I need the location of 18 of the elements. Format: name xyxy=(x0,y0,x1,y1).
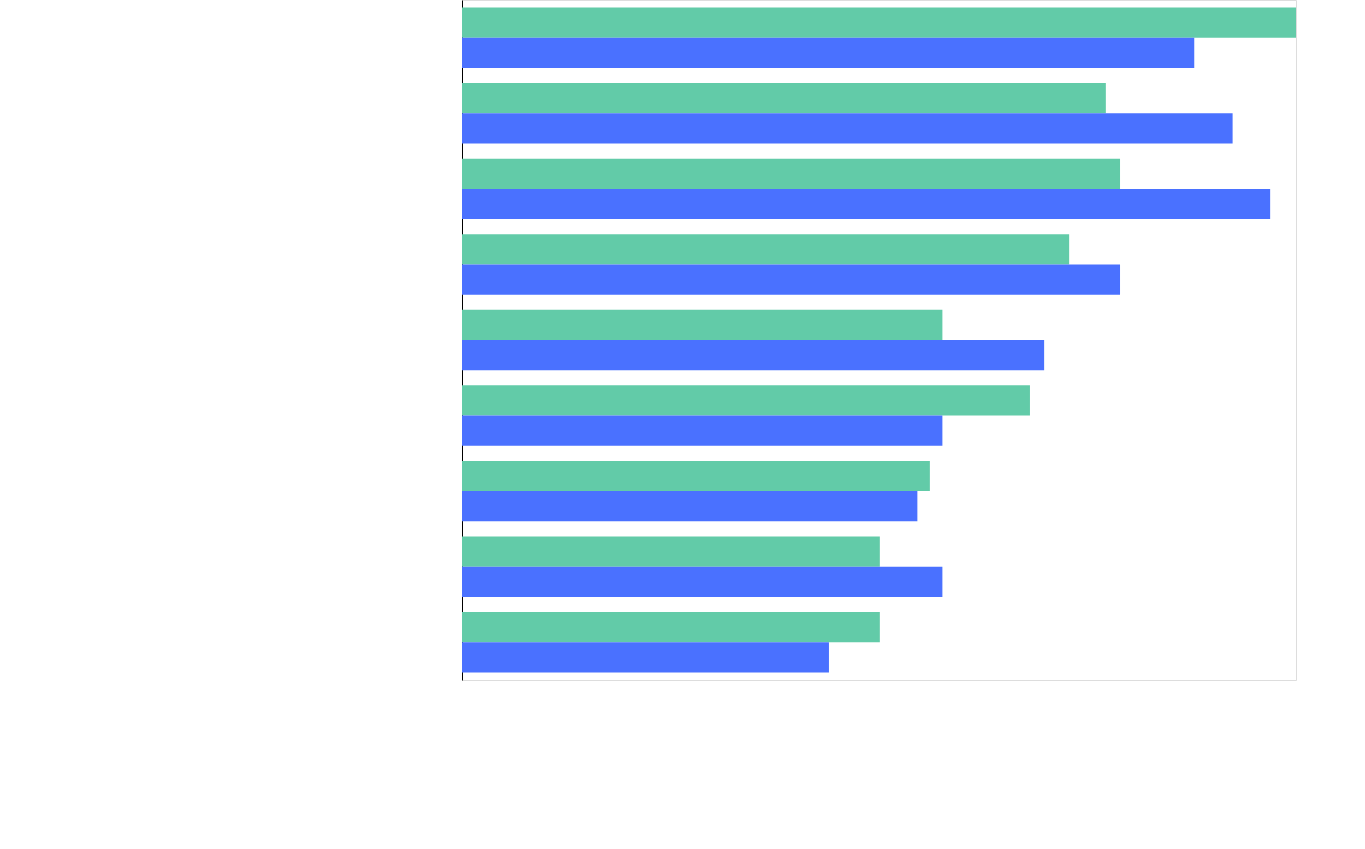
bar xyxy=(462,113,1233,144)
bar xyxy=(462,566,943,597)
bar xyxy=(462,415,943,446)
bar xyxy=(462,158,1121,189)
bar xyxy=(462,37,1195,68)
bar xyxy=(462,491,918,522)
bar xyxy=(462,309,943,340)
bar xyxy=(462,642,829,673)
bar xyxy=(462,385,1030,416)
bar xyxy=(462,188,1271,220)
bar xyxy=(462,7,1296,38)
bar xyxy=(462,340,1045,371)
bar xyxy=(462,460,930,492)
bar xyxy=(462,264,1121,295)
bar xyxy=(462,83,1106,114)
bar xyxy=(462,536,880,567)
bar xyxy=(462,612,880,643)
bar xyxy=(462,234,1070,265)
